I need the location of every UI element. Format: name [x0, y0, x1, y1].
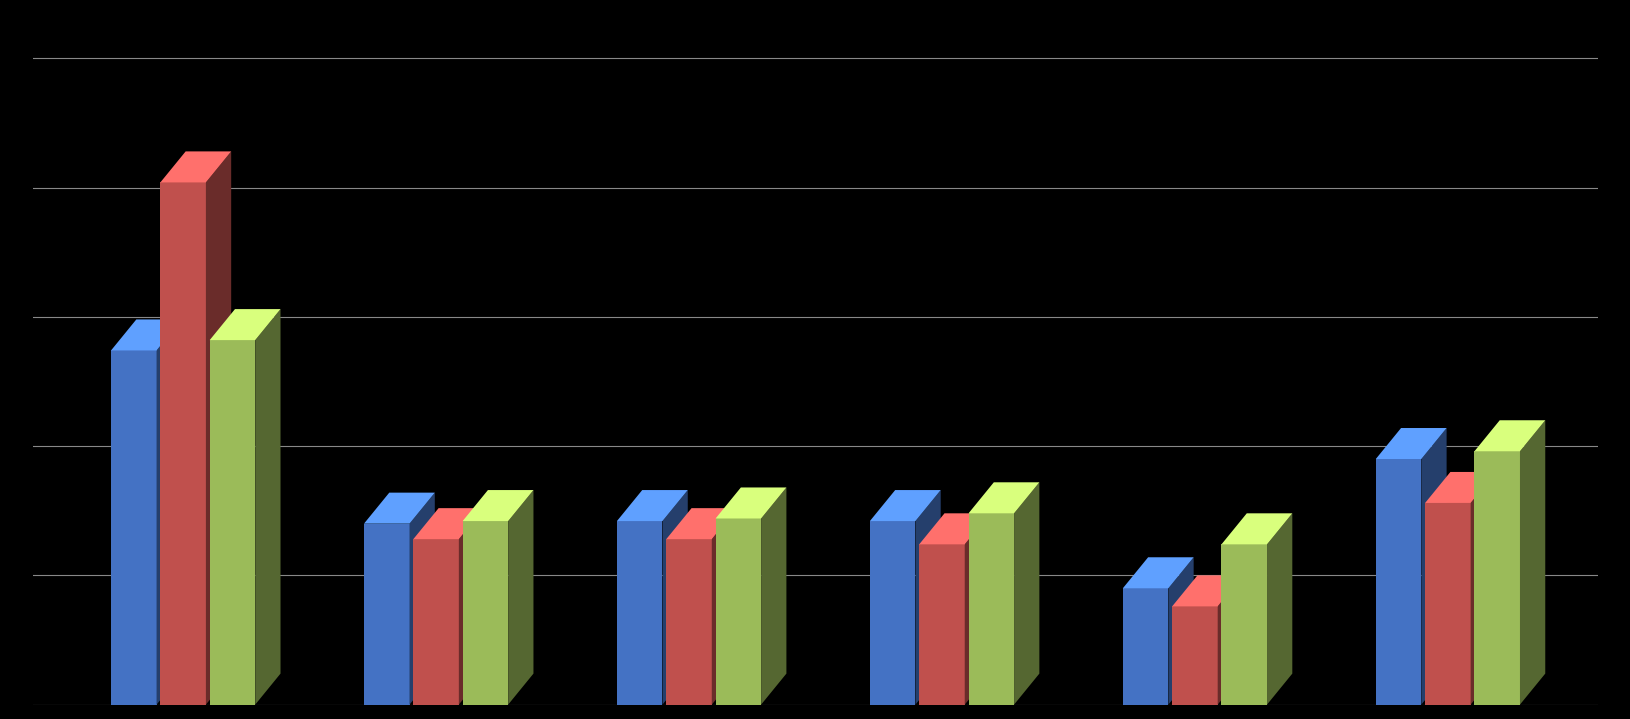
Polygon shape — [1420, 428, 1446, 705]
Bar — [363, 523, 409, 705]
Polygon shape — [1014, 482, 1038, 705]
Bar — [919, 544, 965, 705]
Polygon shape — [160, 152, 231, 183]
Polygon shape — [968, 482, 1038, 513]
Polygon shape — [1470, 472, 1495, 705]
Polygon shape — [412, 508, 484, 539]
Polygon shape — [869, 490, 941, 521]
Polygon shape — [616, 490, 688, 521]
Polygon shape — [111, 319, 183, 350]
Bar — [210, 340, 254, 705]
Polygon shape — [509, 490, 533, 705]
Polygon shape — [1172, 575, 1242, 606]
Polygon shape — [156, 319, 183, 705]
Polygon shape — [711, 508, 737, 705]
Bar — [716, 518, 761, 705]
Polygon shape — [210, 309, 280, 340]
Polygon shape — [458, 508, 484, 705]
Bar — [1121, 588, 1167, 705]
Polygon shape — [1425, 472, 1495, 503]
Bar — [111, 350, 156, 705]
Polygon shape — [363, 493, 435, 523]
Polygon shape — [1519, 420, 1544, 705]
Polygon shape — [716, 487, 786, 518]
Bar — [869, 521, 914, 705]
Bar — [463, 521, 509, 705]
Polygon shape — [662, 490, 688, 705]
Polygon shape — [665, 508, 737, 539]
Polygon shape — [205, 152, 231, 705]
Polygon shape — [1121, 557, 1193, 588]
Bar — [1221, 544, 1267, 705]
Bar — [160, 183, 205, 705]
Bar — [1172, 606, 1218, 705]
Polygon shape — [463, 490, 533, 521]
Polygon shape — [1267, 513, 1291, 705]
Polygon shape — [1167, 557, 1193, 705]
Bar — [1474, 452, 1519, 705]
Polygon shape — [1218, 575, 1242, 705]
Polygon shape — [919, 513, 989, 544]
Polygon shape — [965, 513, 989, 705]
Polygon shape — [914, 490, 941, 705]
Bar — [412, 539, 458, 705]
Polygon shape — [1221, 513, 1291, 544]
Polygon shape — [1376, 428, 1446, 459]
Polygon shape — [254, 309, 280, 705]
Bar — [1425, 503, 1470, 705]
Bar — [968, 513, 1014, 705]
Polygon shape — [409, 493, 435, 705]
Bar — [1376, 459, 1420, 705]
Bar — [665, 539, 711, 705]
Bar — [616, 521, 662, 705]
Polygon shape — [761, 487, 786, 705]
Polygon shape — [1474, 420, 1544, 452]
